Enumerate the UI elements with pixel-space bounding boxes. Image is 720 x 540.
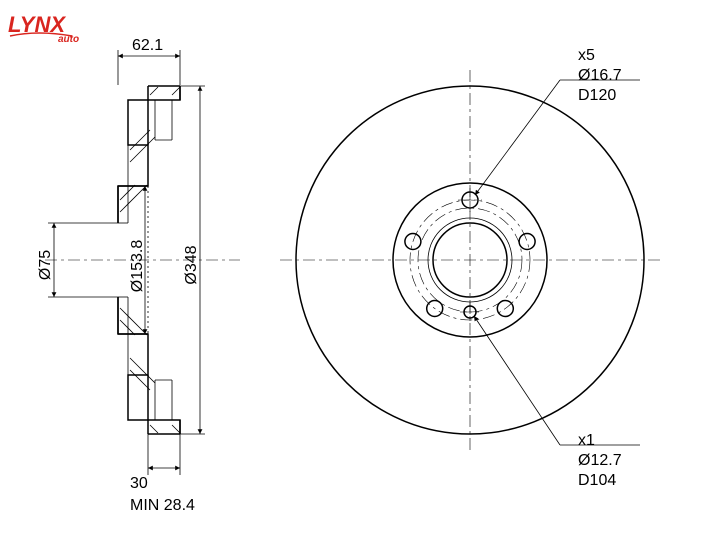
- hatch-bot: [120, 308, 180, 433]
- logo-lynx: LYNX auto: [8, 12, 79, 45]
- dim-thick: 30: [130, 475, 148, 492]
- holes-top-dia: Ø16.7: [578, 67, 622, 84]
- note-min: MIN 28.4: [130, 497, 195, 514]
- holes-bot-pcd: D104: [578, 472, 616, 489]
- holes-top-pcd: D120: [578, 87, 616, 104]
- side-profile-top: [118, 86, 180, 223]
- holes-bot-count: x1: [578, 432, 595, 449]
- hatch-top: [120, 87, 180, 212]
- holes-bot-dia: Ø12.7: [578, 452, 622, 469]
- leader-top: [475, 80, 560, 195]
- side-profile-bot: [118, 297, 180, 434]
- leader-bot: [474, 316, 560, 445]
- holes-top-count: x5: [578, 47, 595, 64]
- dim-bore: Ø75: [37, 250, 54, 280]
- dim-hub: Ø153.8: [129, 240, 146, 293]
- front-view: x5 Ø16.7 D120 x1 Ø12.7 D104: [280, 47, 660, 489]
- dim-overall-width: 62.1: [132, 37, 163, 54]
- dim-outer: Ø348: [183, 245, 200, 284]
- side-view: 62.1 Ø75 Ø153.8 Ø348 30 MIN 28.4: [37, 37, 240, 514]
